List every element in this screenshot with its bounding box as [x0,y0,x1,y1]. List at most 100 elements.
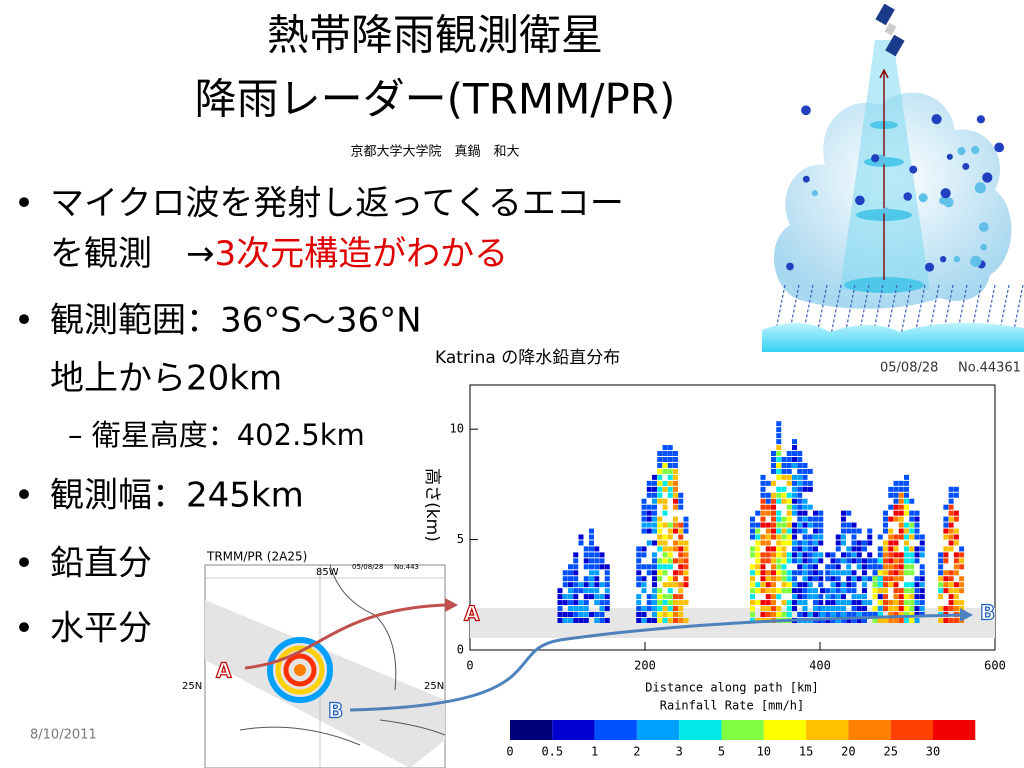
radar-cell [948,492,954,498]
radar-cell [813,534,818,540]
radar-cell [583,558,589,564]
radar-cell [750,534,755,540]
radar-cell [792,552,797,558]
radar-cell [904,588,909,594]
radar-cell [683,522,689,528]
y-axis-label: 高さ(km) [422,468,442,542]
radar-cell [662,606,668,612]
radar-cell [662,558,668,564]
colorbar-swatch [721,720,764,740]
radar-cell [797,451,803,457]
radar-cell [636,612,642,618]
radar-cell [667,451,673,457]
profile-figure: Katrina の降水鉛直分布 05/08/28 No.44361 0 200 40… [422,348,1021,759]
raindrop [962,163,970,170]
date: 8/10/2011 [30,728,97,743]
radar-cell [909,617,915,623]
radar-cell [760,534,766,540]
radar-cell [776,474,782,480]
radar-cell [662,480,668,486]
radar-cell [573,612,579,618]
radar-cell [646,528,652,534]
radar-cell [667,600,673,606]
marker-a: A [216,659,232,683]
radar-cell [657,570,663,576]
radar-cell [786,552,792,558]
radar-cell [755,600,761,606]
radar-cell [807,504,813,510]
radar-cell [792,439,797,445]
radar-cell [953,564,959,570]
radar-cell [786,492,792,498]
radar-cell [781,534,787,540]
radar-cell [786,468,792,474]
radar-cell [802,462,808,468]
radar-cell [898,617,904,623]
radar-cell [872,606,878,612]
radar-cell [841,534,846,540]
radar-cell [888,582,894,588]
radar-cell [776,516,782,522]
radar-cell [792,606,797,612]
radar-cell [673,540,678,546]
radar-cell [898,498,904,504]
radar-cell [943,546,949,552]
radar-cell [678,528,684,534]
radar-cell [662,600,668,606]
radar-cell [750,552,755,558]
radar-cell [652,617,657,623]
radar-cell [893,612,899,618]
radar-cell [792,498,797,504]
radar-cell [667,445,673,451]
radar-cell [557,612,563,618]
radar-cell [771,534,776,540]
radar-cell [771,570,776,576]
radar-cell [807,486,813,492]
radar-cell [943,606,949,612]
radar-cell [797,564,803,570]
radar-cell [851,576,857,582]
radar-cell [652,528,657,534]
marker-a: A [464,602,480,626]
colorbar-label: 3 [676,745,683,759]
radar-cell [883,522,888,528]
radar-cell [802,612,808,618]
radar-cell [883,564,888,570]
radar-cell [641,552,647,558]
radar-cell [904,594,909,600]
radar-cell [776,606,782,612]
radar-cell [636,576,642,582]
radar-cell [883,600,888,606]
radar-cell [948,600,954,606]
radar-cell [760,498,766,504]
radar-cell [594,594,600,600]
radar-cell [830,606,836,612]
radar-cell [888,570,894,576]
radar-cell [657,516,663,522]
radar-cell [792,462,797,468]
radar-cell [786,516,792,522]
radar-cell [802,468,808,474]
beam-slice [844,277,924,293]
radar-cell [943,504,949,510]
radar-cell [856,540,862,546]
radar-cell [667,480,673,486]
radar-cell [919,534,925,540]
radar-cell [898,486,904,492]
radar-cell [765,492,771,498]
radar-cell [583,594,589,600]
radar-cell [765,540,771,546]
radar-cell [652,576,657,582]
radar-cell [792,510,797,516]
radar-cell [683,540,689,546]
radar-cell [959,564,965,570]
radar-cell [856,576,862,582]
radar-cell [557,606,563,612]
radar-cell [797,600,803,606]
radar-cell [583,582,589,588]
radar-cell [893,546,899,552]
radar-cell [760,510,766,516]
radar-cell [583,612,589,618]
radar-cell [825,570,831,576]
radar-cell [893,480,899,486]
